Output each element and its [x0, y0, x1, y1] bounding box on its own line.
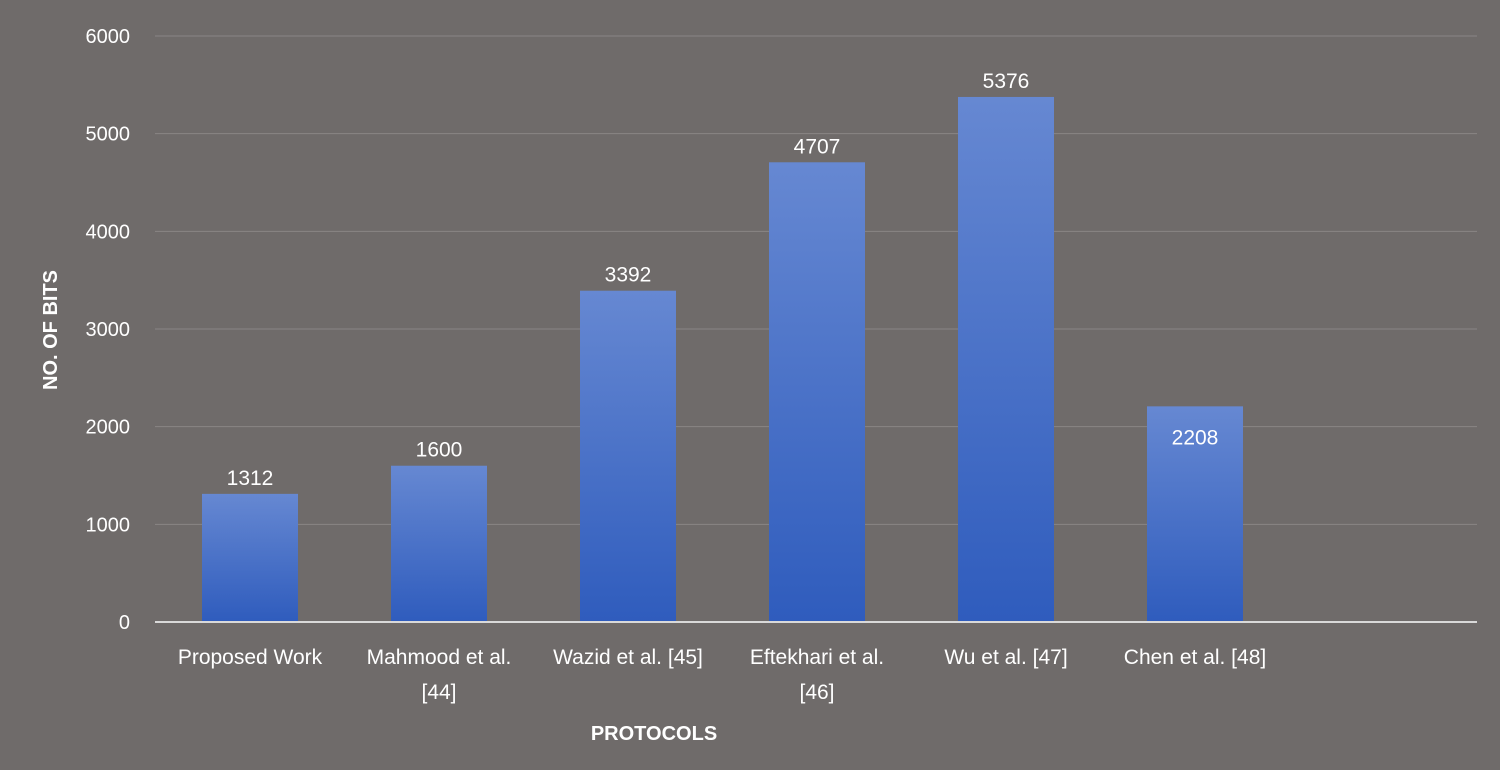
y-tick-label: 2000 — [86, 417, 131, 439]
y-tick-label: 1000 — [86, 514, 131, 536]
x-tick-label: Eftekhari et al. [46] — [750, 646, 884, 704]
y-tick-label: 6000 — [86, 26, 131, 48]
bar — [958, 96, 1054, 623]
data-labels: 1312 1600 3392 4707 5376 2208 — [227, 70, 1219, 490]
y-axis-ticks: 0 1000 2000 3000 4000 5000 6000 — [86, 26, 131, 634]
bars — [202, 96, 1243, 623]
bar — [769, 162, 865, 622]
y-tick-label: 0 — [119, 612, 130, 634]
x-axis-categories: Proposed Work Mahmood et al. [44] Wazid et … — [178, 646, 1266, 704]
y-tick-label: 5000 — [86, 124, 131, 146]
data-label: 1312 — [227, 467, 274, 490]
bar — [580, 290, 676, 622]
y-tick-label: 4000 — [86, 221, 131, 243]
data-label: 3392 — [605, 264, 652, 287]
bar — [202, 493, 298, 622]
x-tick-label: Wu et al. [47] — [944, 646, 1067, 669]
x-tick-label: Proposed Work — [178, 646, 323, 669]
bar — [391, 465, 487, 622]
y-axis-title: NO. OF BITS — [40, 270, 62, 390]
data-label: 4707 — [794, 135, 841, 158]
x-tick-label: Wazid et al. [45] — [553, 646, 703, 669]
x-axis-title: PROTOCOLS — [591, 723, 717, 745]
bar — [1147, 406, 1243, 622]
data-label: 2208 — [1172, 426, 1219, 449]
y-tick-label: 3000 — [86, 319, 131, 341]
data-label: 5376 — [983, 70, 1030, 93]
x-tick-label: Chen et al. [48] — [1124, 646, 1266, 669]
data-label: 1600 — [416, 439, 463, 462]
x-tick-label: Mahmood et al. [44] — [367, 646, 512, 704]
